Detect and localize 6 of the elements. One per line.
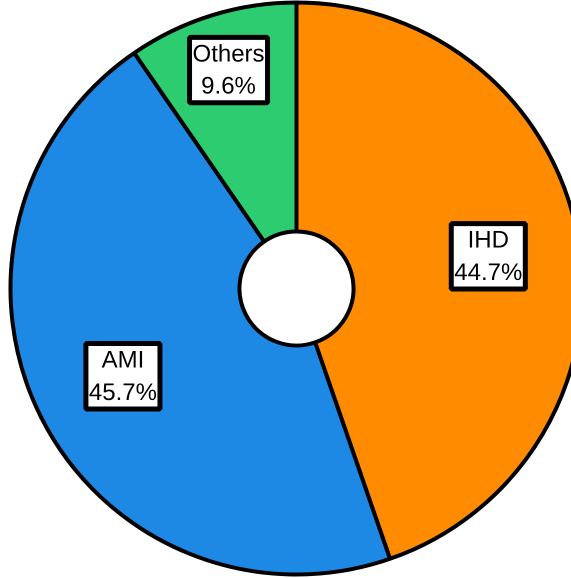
data-label: 9.6% <box>201 72 256 100</box>
data-label: 44.7% <box>454 258 522 286</box>
slice-label: Others <box>192 40 265 68</box>
data-label: 45.7% <box>88 378 157 406</box>
slice-label: AMI <box>102 346 144 374</box>
slice-label: IHD <box>468 226 509 254</box>
